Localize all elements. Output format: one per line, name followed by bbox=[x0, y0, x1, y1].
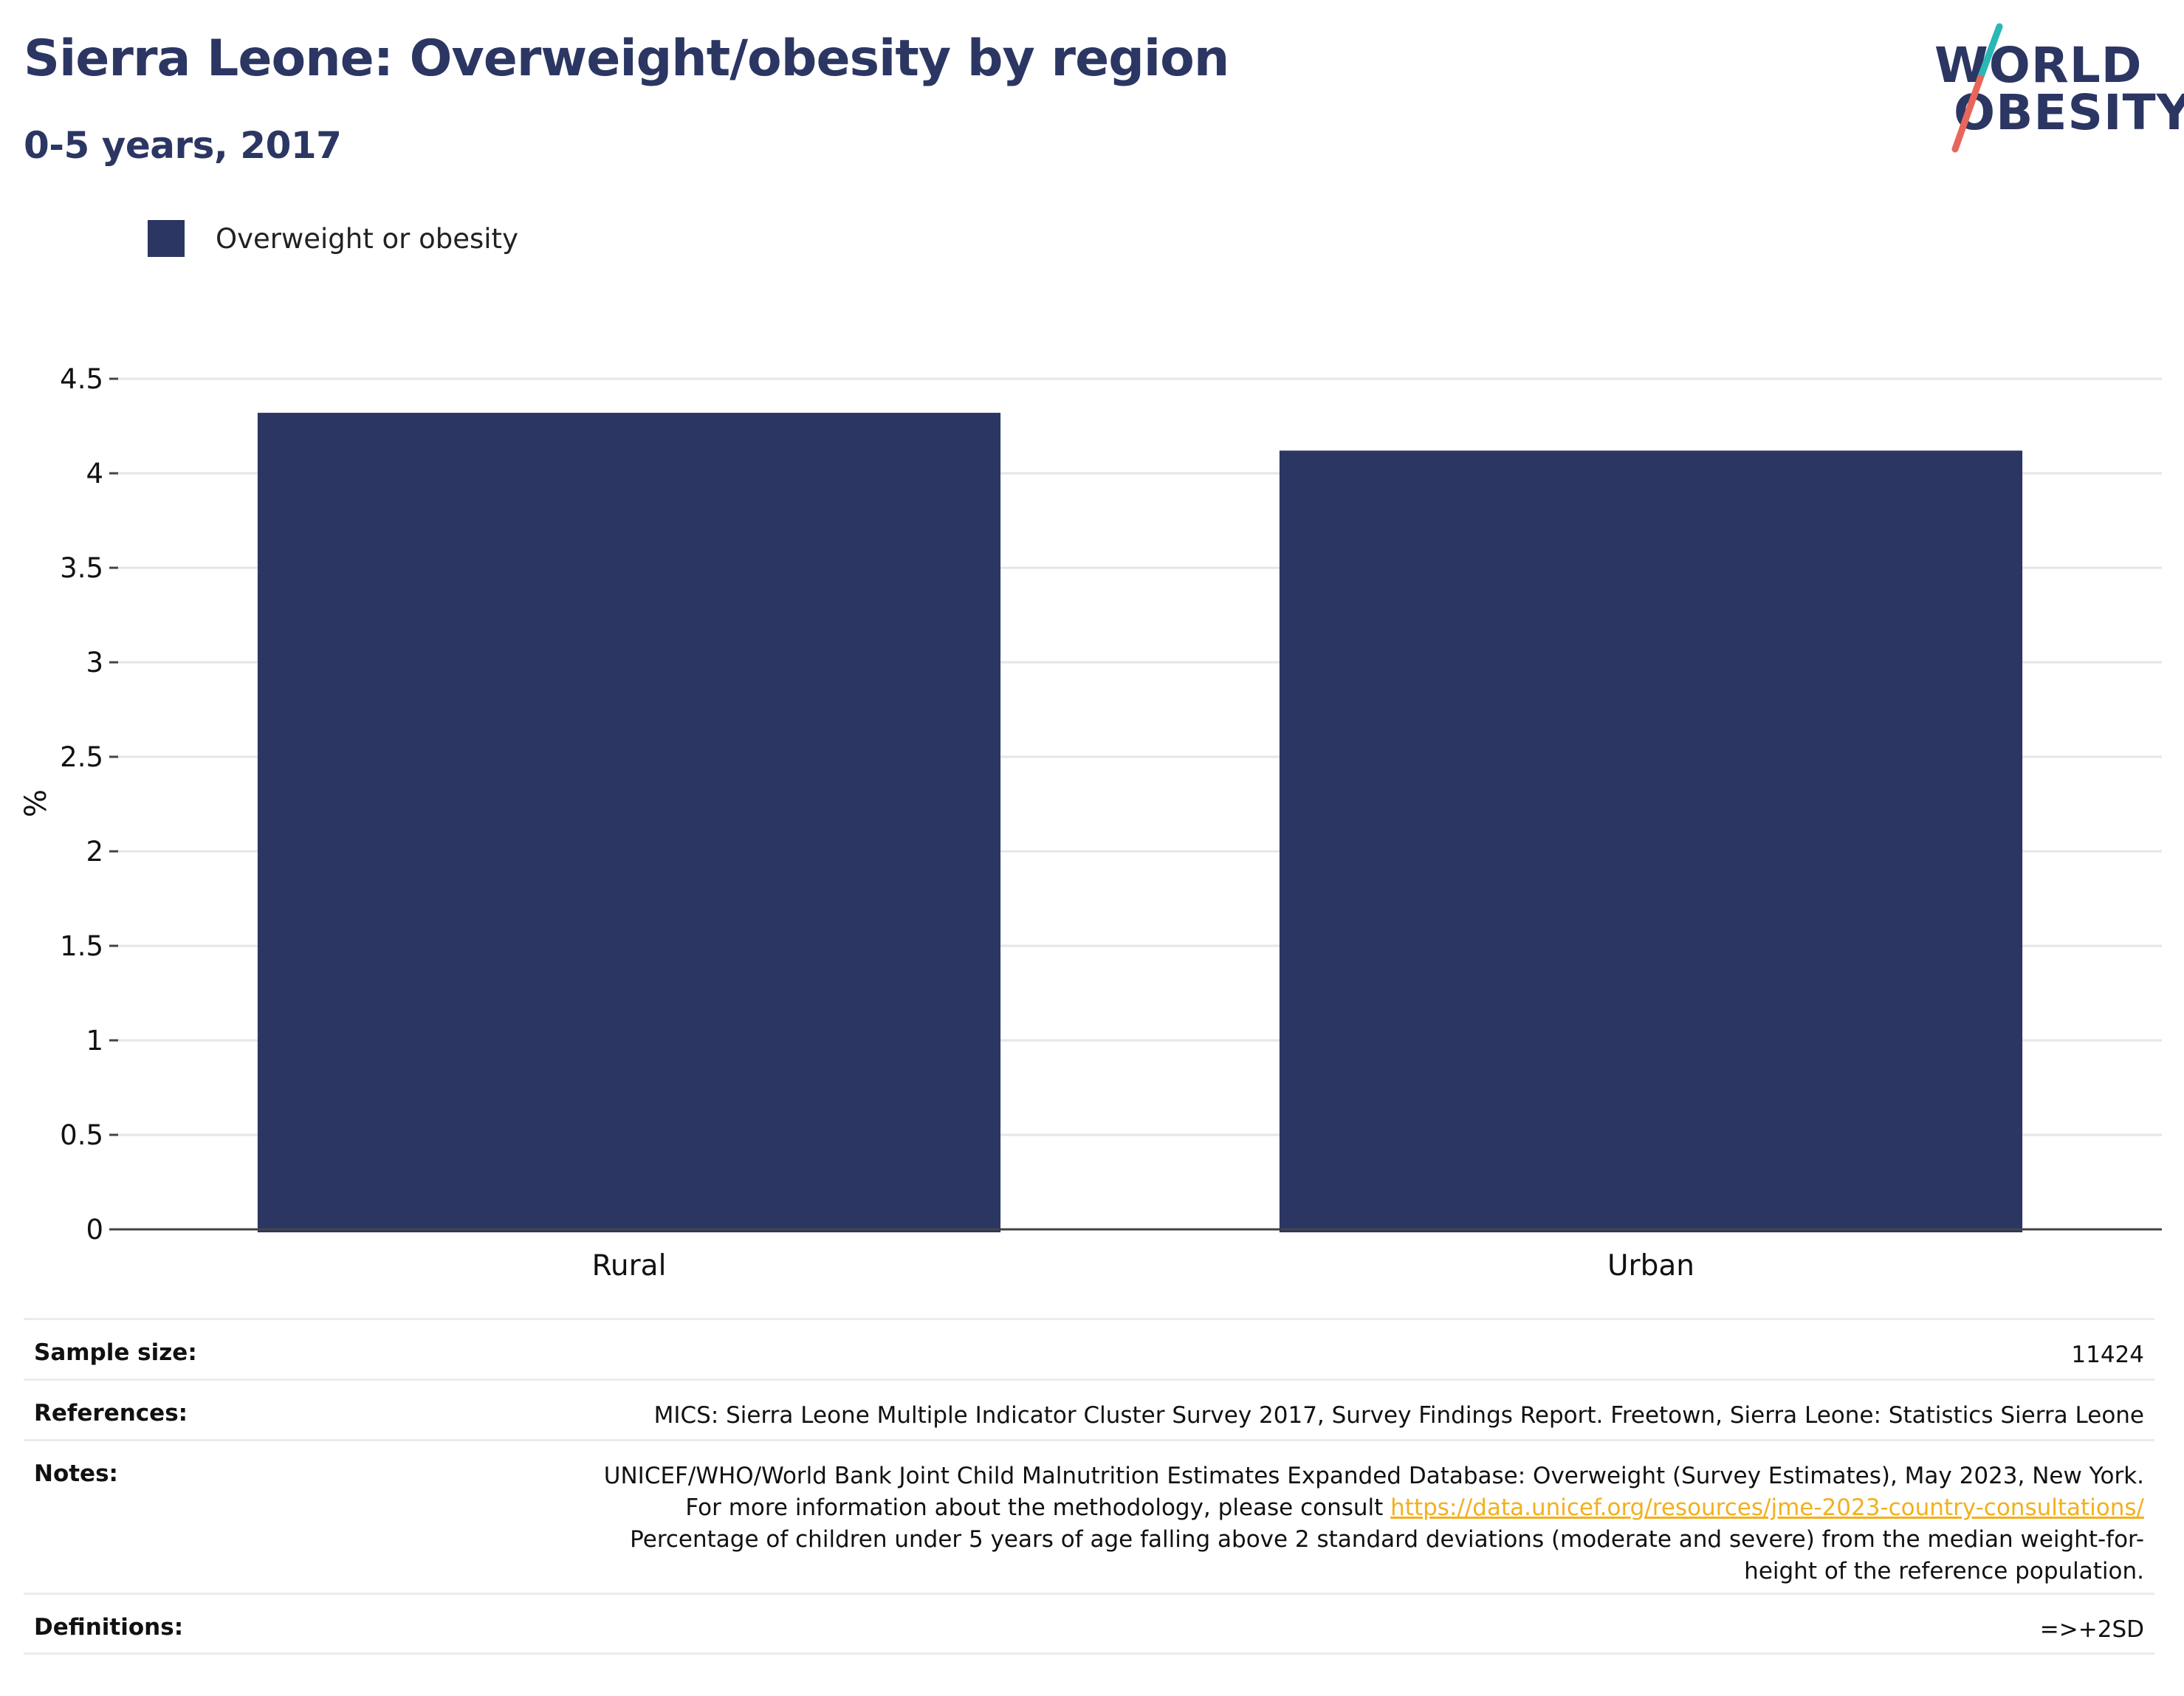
x-tick-label: Rural bbox=[592, 1249, 667, 1283]
bar-chart: 0 0.5 1 1.5 2 2.5 3 3.5 4 4.5 Rural Urban % bbox=[19, 363, 2162, 1283]
y-tick-label: 1.5 bbox=[60, 930, 103, 962]
y-tick-label: 1 bbox=[86, 1025, 103, 1057]
x-tick-label: Urban bbox=[1607, 1249, 1694, 1283]
bar-urban bbox=[1279, 450, 2023, 1232]
definitions-label: Definitions: bbox=[34, 1614, 184, 1641]
y-tick-label: 2.5 bbox=[60, 741, 103, 773]
bars bbox=[257, 413, 2023, 1232]
sample-size-value: 11424 bbox=[2071, 1342, 2144, 1368]
sample-size-label: Sample size: bbox=[34, 1339, 197, 1366]
logo-text-obesity: OBESITY bbox=[1954, 84, 2184, 141]
logo-slash-icon bbox=[1951, 23, 2003, 153]
notes-value: UNICEF/WHO/World Bank Joint Child Malnut… bbox=[564, 1460, 2144, 1587]
notes-label: Notes: bbox=[34, 1460, 118, 1487]
legend-swatch bbox=[148, 220, 185, 257]
y-tick-label: 0 bbox=[86, 1214, 103, 1246]
legend-label: Overweight or obesity bbox=[216, 222, 518, 255]
chart-legend: Overweight or obesity bbox=[148, 220, 518, 257]
references-value: MICS: Sierra Leone Multiple Indicator Cl… bbox=[653, 1402, 2144, 1429]
y-tick-label: 0.5 bbox=[60, 1119, 103, 1151]
notes-definition-text: Percentage of children under 5 years of … bbox=[630, 1526, 2144, 1585]
y-tick-label: 4.5 bbox=[60, 363, 103, 395]
references-label: References: bbox=[34, 1400, 188, 1427]
y-tick-label: 4 bbox=[86, 458, 103, 490]
y-axis-ticks: 0 0.5 1 1.5 2 2.5 3 3.5 4 4.5 bbox=[60, 363, 118, 1246]
info-table: Sample size: 11424 References: MICS: Sie… bbox=[24, 1318, 2154, 1655]
x-axis-ticks: Rural Urban bbox=[592, 1249, 1694, 1283]
info-row-sample-size: Sample size: 11424 bbox=[24, 1318, 2154, 1379]
y-tick-label: 3 bbox=[86, 647, 103, 679]
info-row-notes: Notes: UNICEF/WHO/World Bank Joint Child… bbox=[24, 1439, 2154, 1593]
logo-text-world: WORLD bbox=[1934, 37, 2143, 94]
bar-rural bbox=[257, 413, 1001, 1232]
notes-link[interactable]: https://data.unicef.org/resources/jme-20… bbox=[1390, 1494, 2144, 1521]
y-tick-label: 2 bbox=[86, 836, 103, 868]
chart-title: Sierra Leone: Overweight/obesity by regi… bbox=[24, 30, 1229, 88]
chart-subtitle: 0-5 years, 2017 bbox=[24, 124, 342, 167]
definitions-value: =>+2SD bbox=[2039, 1616, 2144, 1643]
y-tick-label: 3.5 bbox=[60, 552, 103, 584]
notes-text: UNICEF/WHO/World Bank Joint Child Malnut… bbox=[603, 1463, 2144, 1521]
world-obesity-logo: WORLD OBESITY bbox=[1920, 22, 2184, 155]
y-axis-label: % bbox=[19, 789, 53, 817]
info-row-references: References: MICS: Sierra Leone Multiple … bbox=[24, 1379, 2154, 1439]
info-row-definitions: Definitions: =>+2SD bbox=[24, 1593, 2154, 1655]
